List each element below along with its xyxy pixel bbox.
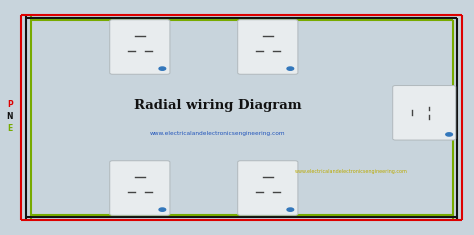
FancyBboxPatch shape bbox=[392, 86, 456, 140]
FancyBboxPatch shape bbox=[109, 161, 170, 215]
FancyBboxPatch shape bbox=[237, 20, 298, 74]
Text: E: E bbox=[8, 124, 13, 133]
FancyBboxPatch shape bbox=[237, 161, 298, 215]
Text: www.electricalandelectronicsengineering.com: www.electricalandelectronicsengineering.… bbox=[150, 131, 286, 137]
Text: Radial wiring Diagram: Radial wiring Diagram bbox=[134, 99, 302, 112]
Text: www.electricalandelectronicsengineering.com: www.electricalandelectronicsengineering.… bbox=[294, 169, 407, 174]
Circle shape bbox=[287, 208, 293, 211]
Circle shape bbox=[446, 133, 452, 136]
Circle shape bbox=[159, 67, 166, 70]
FancyBboxPatch shape bbox=[109, 20, 170, 74]
Text: P: P bbox=[7, 100, 13, 109]
Text: N: N bbox=[6, 112, 13, 121]
Circle shape bbox=[159, 208, 166, 211]
Circle shape bbox=[287, 67, 293, 70]
